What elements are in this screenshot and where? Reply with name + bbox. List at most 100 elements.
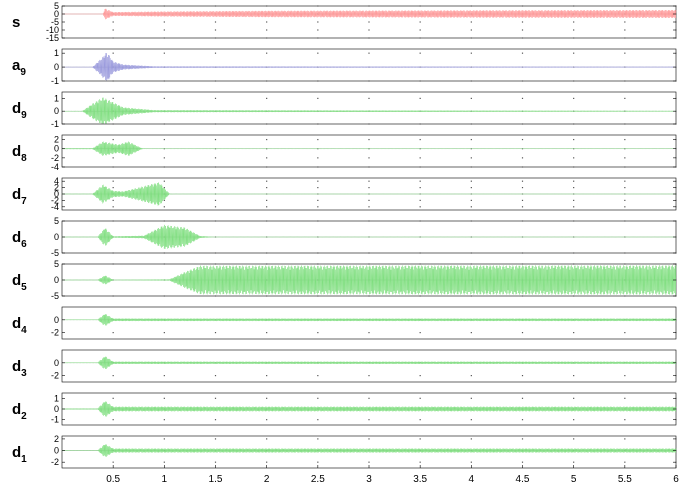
grid-dot <box>368 332 370 334</box>
grid-dot <box>266 375 268 377</box>
grid-dot <box>163 29 165 31</box>
grid-dot <box>214 138 217 141</box>
grid-dot <box>470 461 472 463</box>
grid-dot <box>419 263 421 265</box>
series-line-d5 <box>61 265 677 295</box>
grid-dot <box>470 180 472 182</box>
y-tick-label: -4 <box>51 202 59 212</box>
grid-dot <box>317 295 319 297</box>
grid-dot <box>317 157 319 159</box>
y-tick-label: 2 <box>54 434 59 444</box>
grid-dot <box>470 29 472 31</box>
grid-dot <box>624 80 626 82</box>
grid-dot <box>266 166 268 168</box>
panel-label: d6 <box>12 229 27 250</box>
grid-dot <box>573 263 575 265</box>
grid-dot <box>266 180 268 182</box>
grid-dot <box>112 138 114 141</box>
grid-dot <box>112 295 114 297</box>
grid-dot <box>470 187 472 189</box>
grid-dot <box>368 5 370 7</box>
grid-dot <box>317 438 319 440</box>
grid-dot <box>470 157 472 159</box>
grid-dot <box>624 123 626 125</box>
grid-dot <box>317 263 319 265</box>
grid-dot <box>163 263 165 265</box>
y-tick-label: -2 <box>51 371 59 381</box>
grid-dot <box>214 37 217 39</box>
grid-dot <box>112 180 114 182</box>
grid-dot <box>624 166 626 168</box>
y-tick-label: -1 <box>51 76 59 86</box>
grid-dot <box>470 263 472 265</box>
grid-dot <box>419 29 421 31</box>
grid-dot <box>163 252 165 254</box>
grid-dot <box>624 397 626 399</box>
grid-dot <box>368 166 370 168</box>
grid-dot <box>266 397 268 399</box>
grid-dot <box>624 461 626 463</box>
panel-label: d9 <box>12 100 27 121</box>
grid-dot <box>163 187 165 189</box>
grid-dot <box>573 332 575 334</box>
grid-dot <box>266 332 268 334</box>
grid-dot <box>521 21 524 23</box>
grid-dot <box>573 123 575 125</box>
grid-dot <box>214 295 217 297</box>
series-line-d8 <box>61 141 677 156</box>
grid-dot <box>470 295 472 297</box>
grid-dot <box>470 166 472 168</box>
grid-dot <box>624 199 626 201</box>
y-tick-label: 0 <box>54 275 59 285</box>
grid-dot <box>368 438 370 440</box>
grid-dot <box>470 80 472 82</box>
grid-dot <box>419 461 421 463</box>
grid-dot <box>624 138 626 141</box>
x-tick-label: 2.5 <box>311 474 325 485</box>
grid-dot <box>419 80 421 82</box>
panels-group: 50-5-10-15s10-1a910-1d920-2-4d8420-2-4d7… <box>12 1 677 469</box>
y-tick-label: 0 <box>54 106 59 116</box>
panel-label-subscript: 4 <box>21 325 27 336</box>
y-tick-label: -2 <box>51 195 59 205</box>
grid-dot <box>112 37 114 39</box>
grid-dot <box>521 52 524 54</box>
grid-dot <box>573 419 575 421</box>
grid-dot <box>317 180 319 182</box>
grid-dot <box>573 5 575 7</box>
grid-dot <box>419 332 421 334</box>
grid-dot <box>573 29 575 31</box>
series-line-a9 <box>61 53 677 81</box>
grid-dot <box>317 419 319 421</box>
grid-dot <box>470 5 472 7</box>
grid-dot <box>470 375 472 377</box>
grid-dot <box>368 252 370 254</box>
panel-label-subscript: 6 <box>21 239 27 250</box>
series-line-d2 <box>61 401 677 417</box>
grid-dot <box>214 29 217 31</box>
grid-dot <box>214 97 217 99</box>
grid-dot <box>112 461 114 463</box>
grid-dot <box>266 187 268 189</box>
grid-dot <box>112 438 114 440</box>
grid-dot <box>368 375 370 377</box>
grid-dot <box>573 52 575 54</box>
panel-s: 50-5-10-15 s <box>12 1 677 43</box>
grid-dot <box>368 180 370 182</box>
x-tick-label: 3.5 <box>413 474 427 485</box>
grid-dot <box>368 138 370 141</box>
grid-dot <box>573 438 575 440</box>
grid-dot <box>521 97 524 99</box>
grid-dot <box>112 375 114 377</box>
grid-dot <box>112 199 114 201</box>
panel-frame <box>61 48 677 82</box>
panel-d5: 5 0 -5 d5 <box>12 259 677 301</box>
grid-dot <box>521 199 524 201</box>
grid-dot <box>163 123 165 125</box>
grid-dot <box>214 461 217 463</box>
grid-dot <box>266 438 268 440</box>
grid-dot <box>214 263 217 265</box>
panel-label: d2 <box>12 401 27 422</box>
x-tick-label: 6 <box>673 474 679 485</box>
grid-dot <box>419 157 421 159</box>
